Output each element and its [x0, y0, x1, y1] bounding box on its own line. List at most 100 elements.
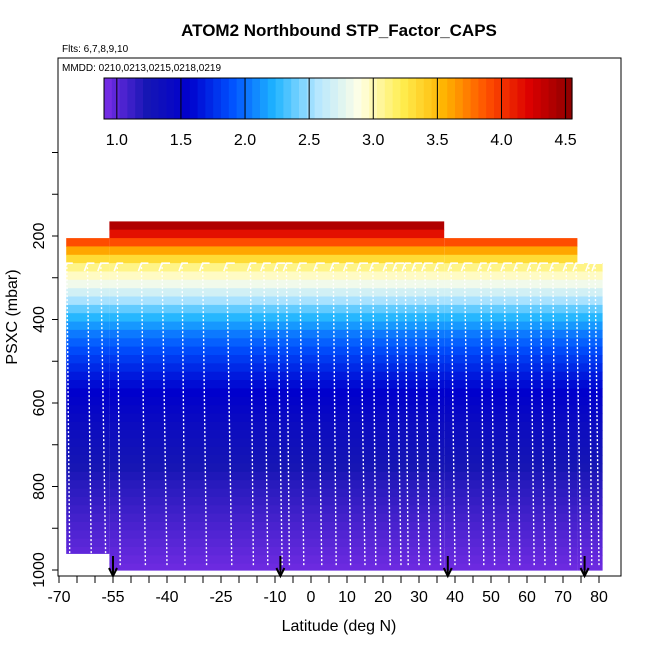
- colorbar-segment: [431, 78, 440, 119]
- colorbar-segment: [104, 78, 113, 119]
- colorbar-segment: [416, 78, 425, 119]
- heatmap-cell: [577, 321, 603, 331]
- colorbar-tick-label: 3.0: [362, 132, 384, 149]
- profile-trace: [489, 263, 496, 566]
- profile-trace-top: [421, 262, 433, 272]
- colorbar-segment: [384, 78, 394, 119]
- profile-trace: [276, 263, 283, 566]
- colorbar-segment: [564, 78, 573, 119]
- heatmap-cell: [577, 304, 603, 314]
- heatmap-cell: [109, 455, 445, 465]
- y-axis: 200 400 600 800 1000: [31, 152, 58, 588]
- heatmap-cell: [109, 396, 445, 406]
- profile-trace: [263, 263, 269, 566]
- colorbar-segment: [158, 78, 167, 119]
- heatmap-cell: [66, 388, 110, 398]
- heatmap-cell: [109, 380, 445, 389]
- colorbar-segment: [501, 78, 511, 119]
- x-tick-label: -25: [209, 589, 232, 606]
- heatmap-cell: [444, 238, 578, 247]
- heatmap-cell: [444, 380, 578, 389]
- heatmap-cell: [444, 263, 578, 273]
- profile-trace-top: [273, 262, 286, 272]
- colorbar-segment: [330, 78, 339, 119]
- heatmap-cell: [66, 480, 110, 490]
- heatmap-cell: [66, 338, 110, 348]
- heatmap-cell: [577, 438, 603, 448]
- ground-marker-arrow: [579, 567, 590, 579]
- profile-trace: [594, 263, 600, 566]
- profile-trace-top: [282, 262, 293, 272]
- heatmap-cell: [66, 463, 110, 473]
- profile-trace: [463, 263, 471, 566]
- heatmap-cell: [444, 555, 578, 565]
- colorbar-segment: [470, 78, 479, 119]
- heatmap-cell: [444, 538, 578, 548]
- heatmap-cell: [444, 405, 578, 415]
- profile-trace-top: [342, 262, 354, 272]
- profile-trace-top: [178, 262, 188, 272]
- heatmap-cell: [444, 505, 578, 515]
- profile-trace-top: [477, 262, 487, 272]
- colorbar-segment: [353, 78, 362, 119]
- x-axis-label: Latitude (deg N): [282, 618, 397, 635]
- colorbar-segment: [252, 78, 261, 119]
- heatmap-cell: [444, 279, 578, 289]
- x-tick-label: 40: [446, 589, 464, 606]
- profile-trace: [539, 263, 546, 566]
- heatmap-cell: [577, 488, 603, 498]
- profile-trace: [414, 263, 420, 566]
- heatmap-cell: [66, 446, 110, 456]
- profile-trace-top: [460, 262, 473, 272]
- heatmap-cell: [109, 513, 445, 523]
- colorbar-segment: [533, 78, 542, 119]
- heatmap-cell: [444, 438, 578, 448]
- heatmap-cell: [444, 413, 578, 423]
- colorbar-segment: [439, 78, 448, 119]
- heatmap-cell: [66, 321, 110, 331]
- heatmap-cell: [577, 430, 603, 439]
- heatmap-cell: [577, 338, 603, 348]
- x-tick-label: 10: [338, 589, 356, 606]
- colorbar-segment: [213, 78, 222, 119]
- heatmap-cell: [66, 363, 110, 373]
- heatmap-cell: [444, 346, 578, 356]
- heatmap-cell: [444, 563, 578, 571]
- colorbar-tick-label: 4.5: [554, 132, 576, 149]
- profile-trace-top: [572, 262, 584, 272]
- profile-trace: [226, 263, 233, 566]
- profile-trace: [332, 263, 337, 566]
- colorbar-segment: [260, 78, 269, 119]
- profile-trace: [565, 263, 571, 566]
- y-axis-label: PSXC (mbar): [4, 269, 21, 364]
- heatmap-cell: [577, 547, 603, 556]
- profile-trace: [424, 263, 431, 566]
- heatmap-cell: [66, 405, 110, 415]
- heatmap-cell: [577, 329, 603, 339]
- heatmap-cell: [66, 254, 110, 264]
- profile-trace: [450, 263, 456, 566]
- heatmap-cell: [109, 388, 445, 398]
- y-tick-label: 200: [31, 223, 48, 250]
- profile-trace-top: [549, 262, 559, 272]
- colorbar-segment: [166, 78, 175, 119]
- colorbar-segment: [400, 78, 409, 119]
- profile-trace: [385, 263, 391, 566]
- colorbar-segment: [236, 78, 245, 119]
- colorbar-segment: [517, 78, 526, 119]
- heatmap-cell: [109, 254, 445, 264]
- colorbar-segment: [338, 78, 347, 119]
- heatmap-cell: [109, 355, 445, 364]
- colorbar-segment: [291, 78, 300, 119]
- heatmap-cell: [577, 263, 603, 273]
- heatmap-cell: [109, 488, 445, 498]
- heatmap-cell: [109, 446, 445, 456]
- heatmap-cell: [444, 446, 578, 456]
- profile-trace: [316, 263, 323, 566]
- heatmap-cell: [577, 455, 603, 465]
- colorbar-segment: [314, 78, 323, 119]
- heatmap-cell: [577, 555, 603, 565]
- profile-trace-top: [591, 262, 602, 272]
- profile-trace-top: [536, 262, 548, 272]
- profile-trace: [372, 263, 377, 566]
